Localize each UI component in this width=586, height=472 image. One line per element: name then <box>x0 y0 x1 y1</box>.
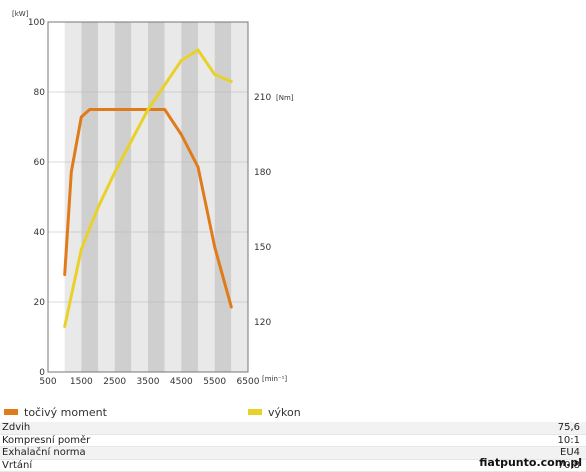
legend-item-torque: točivý moment <box>4 404 107 420</box>
spec-value: 10:1 <box>558 435 580 446</box>
x-unit: [min⁻¹] <box>262 375 287 383</box>
power-swatch <box>248 409 262 415</box>
spec-row: Zdvih 75,6 <box>0 422 586 435</box>
y-left-tick-label: 100 <box>28 18 45 28</box>
torque-swatch <box>4 409 18 415</box>
grid-band <box>148 22 165 372</box>
spec-label: Kompresní poměr <box>2 435 90 446</box>
watermark: fiatpunto.com.pl <box>479 456 582 469</box>
x-tick-label: 1500 <box>70 377 93 387</box>
y-right-tick-label: 120 <box>254 318 271 328</box>
y-right-tick-label: 210 <box>254 93 271 103</box>
x-tick-label: 3500 <box>137 377 160 387</box>
x-tick-label: 500 <box>39 377 56 387</box>
grid-band <box>115 22 132 372</box>
legend-label-torque: točivý moment <box>24 406 107 419</box>
grid-band <box>231 22 248 372</box>
y-left-tick-label: 80 <box>34 88 46 98</box>
y-left-tick-label: 60 <box>34 158 46 168</box>
y-left-tick-label: 40 <box>34 228 46 238</box>
grid-band <box>198 22 215 372</box>
y-right-tick-label: 150 <box>254 243 271 253</box>
grid-band <box>81 22 98 372</box>
x-tick-label: 5500 <box>203 377 226 387</box>
x-tick-label: 4500 <box>170 377 193 387</box>
spec-label: Exhalační norma <box>2 447 86 458</box>
y-right-tick-label: 180 <box>254 168 271 178</box>
y-right-unit: [Nm] <box>276 94 294 102</box>
x-tick-label: 6500 <box>237 377 260 387</box>
legend-item-power: výkon <box>248 404 301 420</box>
legend-label-power: výkon <box>268 406 301 419</box>
spec-label: Vrtání <box>2 460 32 471</box>
grid-band <box>181 22 198 372</box>
spec-value: 75,6 <box>558 422 580 433</box>
y-left-unit: [kW] <box>12 10 29 18</box>
spec-label: Zdvih <box>2 422 30 433</box>
grid-band <box>98 22 115 372</box>
spec-row: Kompresní poměr 10:1 <box>0 435 586 448</box>
grid-band <box>131 22 148 372</box>
y-left-tick-label: 20 <box>34 298 46 308</box>
chart-legend: točivý moment výkon <box>0 404 300 420</box>
x-tick-label: 2500 <box>103 377 126 387</box>
